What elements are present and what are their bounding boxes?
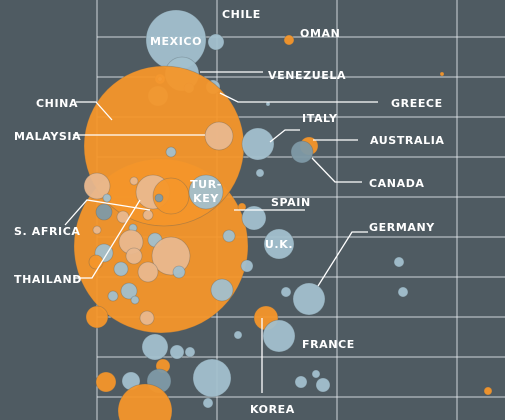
bubble-47 <box>397 286 409 298</box>
bubble-18 <box>165 146 177 158</box>
bubble-37 <box>125 247 143 265</box>
label-thailand: THAILAND <box>14 273 82 286</box>
bubble-52 <box>107 290 119 302</box>
malaysia-bubble <box>204 121 234 151</box>
bubble-41 <box>137 261 159 283</box>
bubble-19 <box>83 172 111 200</box>
bubble-40 <box>151 236 191 276</box>
bubble-46 <box>393 256 405 268</box>
label-canada: CANADA <box>369 177 425 190</box>
label-china: CHINA <box>36 97 78 110</box>
bubble-51 <box>120 282 138 300</box>
bubble-30 <box>237 202 247 212</box>
bubble-2 <box>207 33 225 51</box>
leader-line-5 <box>269 129 300 143</box>
uk-bubble <box>263 228 295 260</box>
bubble-60 <box>169 344 185 360</box>
bubble-55 <box>85 305 109 329</box>
bubble-61 <box>184 346 196 358</box>
leader-lines <box>64 71 378 393</box>
bubble-72 <box>483 386 493 396</box>
oman-bubble <box>283 34 295 46</box>
label-mexico: MEXICO <box>150 35 202 48</box>
leader-line-11 <box>75 199 141 279</box>
turkey-bubble <box>188 174 224 210</box>
france-bubble <box>262 319 296 353</box>
bubble-44 <box>222 229 236 243</box>
bubble-21 <box>152 177 190 215</box>
country-labels: CHILE OMAN MEXICO VENEZUELA GREECE CHINA ITALY… <box>14 8 445 416</box>
germany-bubble <box>292 282 326 316</box>
leader-line-7 <box>311 157 362 183</box>
label-greece: GREECE <box>391 97 443 110</box>
bubble-70 <box>315 377 331 393</box>
bubble-58 <box>233 330 243 340</box>
bubble-38 <box>113 261 129 277</box>
bubble-59 <box>141 333 169 361</box>
label-germany: GERMANY <box>369 221 435 234</box>
bubble-23 <box>154 193 164 203</box>
bubble-24 <box>129 176 139 186</box>
bubble-64 <box>95 371 117 393</box>
bubble-71 <box>311 369 321 379</box>
label-venezuela: VENEZUELA <box>268 69 346 82</box>
bubble-69 <box>294 375 308 389</box>
bubble-12 <box>439 71 445 77</box>
bubble-49 <box>280 286 292 298</box>
label-australia: AUSTRALIA <box>370 134 445 147</box>
label-turkey: TUR-KEY <box>190 178 222 205</box>
bubble-53 <box>130 295 140 305</box>
bubble-45 <box>240 259 254 273</box>
australia-bubble <box>290 140 314 164</box>
label-spain: SPAIN <box>271 196 311 209</box>
label-s-africa: S. AFRICA <box>14 225 81 238</box>
bubble-26 <box>95 203 113 221</box>
spain-bubble <box>241 205 267 231</box>
bubble-32 <box>255 168 265 178</box>
leader-line-2 <box>219 92 378 103</box>
label-u-k: U.K. <box>265 238 293 251</box>
label-oman: OMAN <box>300 27 340 40</box>
bubble-42 <box>172 265 186 279</box>
label-chile: CHILE <box>222 8 261 21</box>
bubble-34 <box>92 225 102 235</box>
label-korea: KOREA <box>250 403 295 416</box>
leader-line-8 <box>64 199 151 226</box>
leader-line-10 <box>317 231 368 287</box>
bubble-48 <box>210 278 234 302</box>
bubbles <box>73 9 493 420</box>
bubble-28 <box>142 209 154 221</box>
italy-bubble <box>241 127 275 161</box>
bubble-67 <box>117 383 173 420</box>
label-italy: ITALY <box>302 112 338 125</box>
bubble-25 <box>102 193 112 203</box>
leader-line-3 <box>76 101 113 121</box>
bubble-63 <box>192 358 232 398</box>
label-france: FRANCE <box>302 338 355 351</box>
label-malaysia: MALAYSIA <box>14 130 81 143</box>
bubble-54 <box>139 310 155 326</box>
bubble-68 <box>202 397 214 409</box>
thailand-bubble <box>88 254 104 270</box>
